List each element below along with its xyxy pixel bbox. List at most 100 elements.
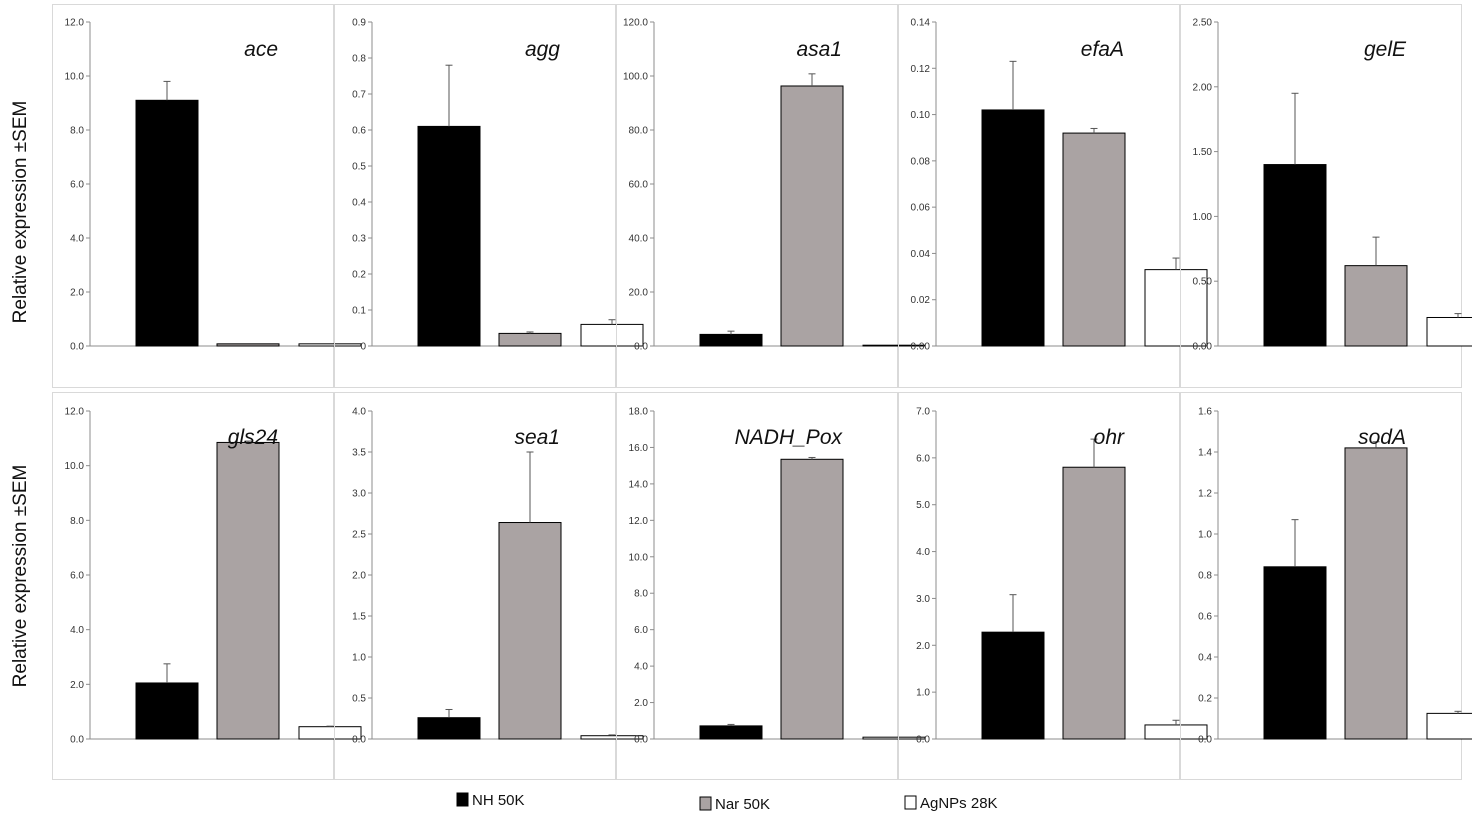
y-tick-label: 4.0 xyxy=(352,407,366,418)
chart-panel-sodA: 0.0 0.2 0.4 0.6 0.8 1.0 1.2 1.4 1.6 sodA xyxy=(1180,392,1472,780)
y-tick-label: 6.0 xyxy=(70,571,84,582)
y-tick-label: 0.14 xyxy=(911,18,931,29)
chart-panel-gelE: 0.00 0.50 1.00 1.50 2.00 2.50 gelE xyxy=(1180,4,1472,388)
y-tick-label: 0.08 xyxy=(911,156,931,167)
y-tick-label: 20.0 xyxy=(629,288,649,299)
panel-title: gls24 xyxy=(228,426,278,449)
y-tick-label: 0.0 xyxy=(70,735,84,746)
y-tick-label: 0 xyxy=(360,342,366,353)
y-tick-label: 0.8 xyxy=(1198,571,1212,582)
y-tick-label: 100.0 xyxy=(623,72,648,83)
y-tick-label: 0.0 xyxy=(70,342,84,353)
chart-panel-sea1: 0.0 0.5 1.0 1.5 2.0 2.5 3.0 3.5 4.0 sea1 xyxy=(334,392,644,780)
bar-agnps-28k xyxy=(1144,269,1208,347)
panel-border xyxy=(898,4,1180,388)
panel-title: agg xyxy=(525,38,560,61)
y-tick-label: 6.0 xyxy=(916,453,930,464)
y-tick-label: 0.0 xyxy=(634,735,648,746)
y-tick-label: 2.5 xyxy=(352,530,366,541)
bar-nar-50k xyxy=(1344,265,1408,347)
y-tick-label: 0.0 xyxy=(352,735,366,746)
panel-border xyxy=(52,4,334,388)
bar-nh-50k xyxy=(1263,164,1327,347)
y-tick-label: 2.0 xyxy=(916,641,930,652)
bar-agnps-28k xyxy=(1426,316,1472,347)
y-tick-label: 0.5 xyxy=(352,162,366,173)
y-tick-label: 80.0 xyxy=(629,126,649,137)
y-tick-label: 12.0 xyxy=(65,18,85,29)
panel-title: sea1 xyxy=(514,426,560,449)
chart-panels: 0.02.04.06.08.010.012.0ace00.10.20.30.40… xyxy=(52,4,1472,780)
y-tick-label: 2.50 xyxy=(1193,18,1213,29)
chart-panel-ace: 0.0 2.0 4.0 6.0 8.0 10.0 12.0 ace xyxy=(52,4,362,388)
y-tick-label: 0.9 xyxy=(352,18,366,29)
y-tick-label: 1.4 xyxy=(1198,448,1212,459)
bar-nh-50k xyxy=(981,109,1045,347)
y-tick-label: 7.0 xyxy=(916,407,930,418)
y-tick-label: 2.0 xyxy=(70,680,84,691)
panel-border xyxy=(334,4,616,388)
chart-panel-asa1: 0.0 20.0 40.0 60.0 80.0 100.0 120.0 asa1 xyxy=(616,4,926,388)
chart-panel-NADH_Pox: 0.0 2.0 4.0 6.0 8.0 10.0 12.0 14.0 16.0 18.0 NADH_… xyxy=(616,392,926,780)
chart-panel-efaA: 0.00 0.02 0.04 0.06 0.08 0.10 0.12 0.14 efaA xyxy=(898,4,1208,388)
y-tick-label: 0.6 xyxy=(352,126,366,137)
panel-title: NADH_Pox xyxy=(735,426,844,449)
y-tick-label: 6.0 xyxy=(634,625,648,636)
y-tick-label: 0.5 xyxy=(352,694,366,705)
y-tick-label: 16.0 xyxy=(629,443,649,454)
y-tick-label: 12.0 xyxy=(65,407,85,418)
y-tick-label: 1.0 xyxy=(916,688,930,699)
y-tick-label: 2.0 xyxy=(352,571,366,582)
y-tick-label: 1.2 xyxy=(1198,489,1212,500)
bar-nh-50k xyxy=(135,682,199,740)
y-tick-label: 1.0 xyxy=(352,653,366,664)
y-tick-label: 0.8 xyxy=(352,54,366,65)
y-tick-label: 0.2 xyxy=(352,270,366,281)
bar-nh-50k xyxy=(417,125,481,347)
y-tick-label: 10.0 xyxy=(629,552,649,563)
bar-nh-50k xyxy=(699,333,763,347)
legend-label-nh: NH 50K xyxy=(472,792,525,809)
bar-nar-50k xyxy=(498,522,562,740)
bar-nar-50k xyxy=(780,458,844,740)
legend: NH 50K Nar 50K AgNPs 28K xyxy=(456,792,998,813)
y-tick-label: 4.0 xyxy=(634,662,648,673)
y-tick-label: 60.0 xyxy=(629,180,649,191)
panel-border xyxy=(616,392,898,780)
y-tick-label: 1.5 xyxy=(352,612,366,623)
chart-panel-gls24: 0.0 2.0 4.0 6.0 8.0 10.0 12.0 gls24 xyxy=(52,392,362,780)
bar-nar-50k xyxy=(1344,447,1408,740)
y-tick-label: 10.0 xyxy=(65,72,85,83)
y-tick-label: 0.7 xyxy=(352,90,366,101)
y-tick-label: 2.0 xyxy=(70,288,84,299)
y-tick-label: 3.5 xyxy=(352,448,366,459)
panel-border xyxy=(52,392,334,780)
y-tick-label: 0.0 xyxy=(1198,735,1212,746)
y-tick-label: 4.0 xyxy=(70,625,84,636)
y-tick-label: 4.0 xyxy=(70,234,84,245)
y-tick-label: 0.04 xyxy=(911,249,931,260)
y-tick-label: 18.0 xyxy=(629,407,649,418)
legend-swatch-nar xyxy=(699,796,712,811)
y-tick-label: 0.1 xyxy=(352,306,366,317)
chart-panel-ohr: 0.0 1.0 2.0 3.0 4.0 5.0 6.0 7.0 ohr xyxy=(898,392,1208,780)
chart-panel-agg: 0 0.1 0.2 0.3 0.4 0.5 0.6 0.7 0.8 0.9 agg xyxy=(334,4,644,388)
y-tick-label: 0.0 xyxy=(916,735,930,746)
y-tick-label: 4.0 xyxy=(916,547,930,558)
bar-nh-50k xyxy=(1263,566,1327,740)
y-tick-label: 5.0 xyxy=(916,500,930,511)
y-tick-label: 3.0 xyxy=(916,594,930,605)
y-tick-label: 2.00 xyxy=(1193,82,1213,93)
y-tick-label: 0.2 xyxy=(1198,694,1212,705)
y-tick-label: 8.0 xyxy=(70,126,84,137)
y-tick-label: 8.0 xyxy=(70,516,84,527)
legend-swatch-agnps xyxy=(904,795,917,810)
panel-title: efaA xyxy=(1081,38,1124,61)
y-tick-label: 14.0 xyxy=(629,479,649,490)
panel-border xyxy=(334,392,616,780)
panel-title: sodA xyxy=(1358,426,1406,449)
bar-agnps-28k xyxy=(298,343,362,347)
bar-nar-50k xyxy=(498,332,562,347)
y-axis-label-top: Relative expression ±SEM xyxy=(10,101,31,324)
